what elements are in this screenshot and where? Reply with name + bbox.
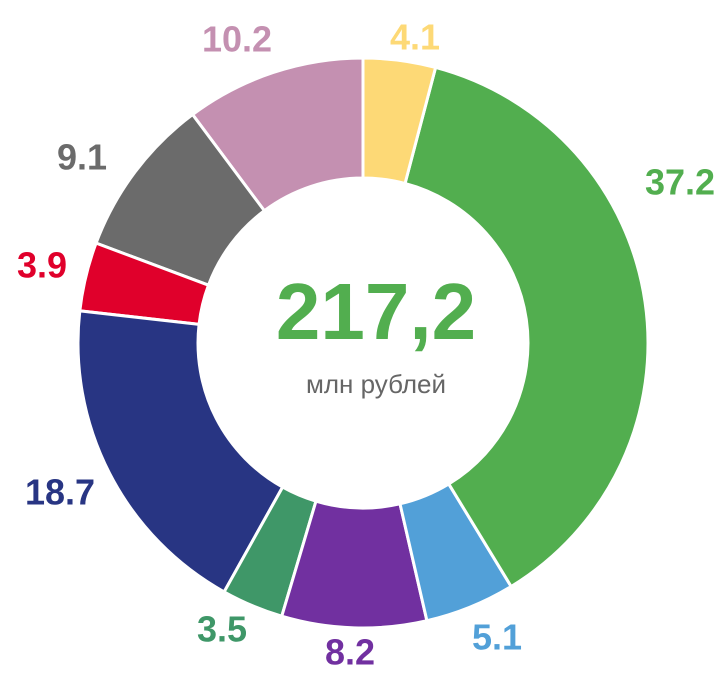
data-label: 8.2 [325, 632, 375, 673]
donut-segment [76, 309, 285, 594]
donut-segment [361, 56, 438, 186]
donut-segment [222, 485, 318, 619]
data-label: 4.1 [390, 17, 440, 58]
donut-segment [403, 65, 650, 589]
data-label: 3.9 [17, 245, 67, 286]
donut-segment [279, 499, 429, 630]
data-label: 5.1 [472, 617, 522, 658]
donut-segment [78, 241, 211, 327]
data-label: 10.2 [202, 19, 272, 60]
center-subtitle: млн рублей [306, 369, 446, 399]
center-value: 217,2 [276, 267, 476, 356]
data-label: 9.1 [57, 137, 107, 178]
donut-segment [94, 112, 267, 288]
data-label: 18.7 [25, 472, 95, 513]
data-label: 3.5 [197, 609, 247, 650]
donut-segment [398, 481, 514, 623]
data-label: 37.2 [645, 162, 715, 203]
